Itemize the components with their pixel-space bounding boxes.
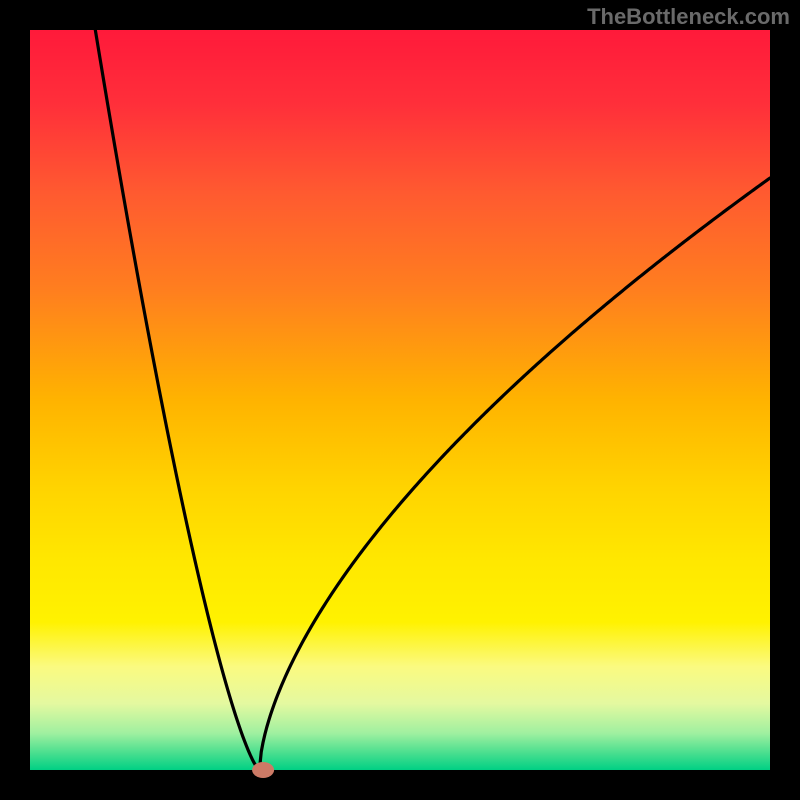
bottleneck-chart-svg xyxy=(0,0,800,800)
watermark-text: TheBottleneck.com xyxy=(587,4,790,30)
chart-container: TheBottleneck.com xyxy=(0,0,800,800)
chart-plot-bg xyxy=(30,30,770,770)
vertex-marker xyxy=(252,762,274,778)
